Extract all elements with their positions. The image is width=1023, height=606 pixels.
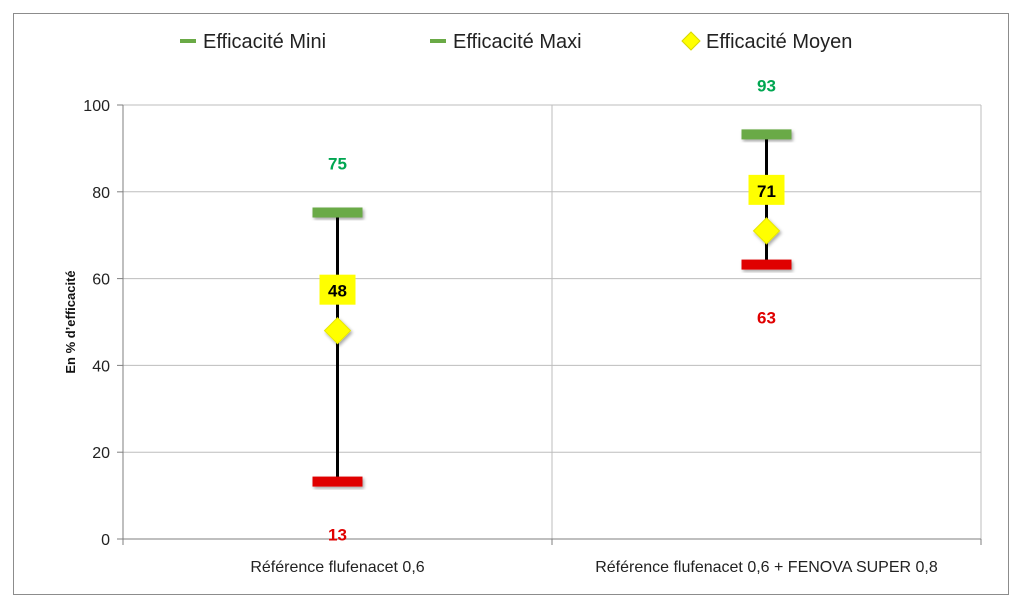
y-axis-label: En % d’efficacité [63,270,78,373]
y-tick-label: 100 [83,98,110,115]
moyen-data-label: 48 [328,282,347,301]
maxi-data-label: 75 [328,155,347,174]
mini-marker [741,259,792,270]
category-label: Référence flufenacet 0,6 + FENOVA SUPER … [595,559,938,576]
y-tick-label: 0 [101,532,110,549]
mini-marker [312,476,363,487]
maxi-data-label: 93 [757,76,776,95]
y-tick-label: 80 [92,185,110,202]
category-label: Référence flufenacet 0,6 [250,559,424,576]
legend-item-maxi: Efficacité Maxi [430,31,582,53]
legend-label-maxi: Efficacité Maxi [453,31,582,53]
moyen-data-label-box [319,274,356,305]
moyen-data-label: 71 [757,182,776,201]
legend-label-moyen: Efficacité Moyen [706,31,852,53]
y-tick-label: 20 [92,445,110,462]
y-tick-label: 40 [92,358,110,375]
moyen-marker [752,217,781,245]
chart-frame [13,13,1009,595]
moyen-data-label-box [748,174,785,205]
chart-marks: 75 13 48 93 63 71 [312,76,792,545]
mini-data-label: 63 [757,309,776,328]
mini-data-label: 13 [328,526,347,545]
y-tick-label: 60 [92,272,110,289]
legend-item-moyen: Efficacité Moyen [681,31,852,53]
legend-label-mini: Efficacité Mini [203,31,326,53]
legend-marker-moyen [681,31,701,51]
gridlines [123,104,982,539]
category-labels: Référence flufenacet 0,6 Référence flufen… [250,559,938,576]
y-tick-labels: 0 20 40 60 80 100 [83,98,110,549]
maxi-marker [312,207,363,218]
legend-item-mini: Efficacité Mini [180,31,326,53]
moyen-marker [323,316,352,345]
maxi-marker [741,129,792,140]
legend: Efficacité Mini Efficacité Maxi Efficaci… [180,31,852,53]
axes [117,104,982,545]
